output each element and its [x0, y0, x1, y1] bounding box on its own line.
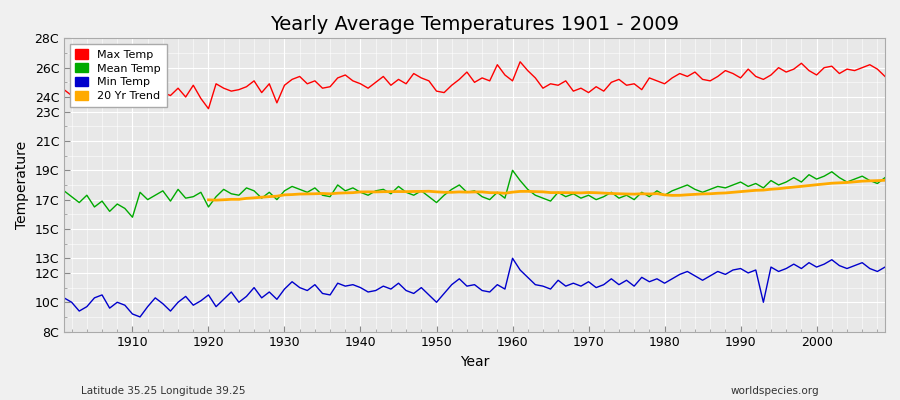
- Min Temp: [507, 256, 517, 261]
- Line: Mean Temp: Mean Temp: [64, 170, 885, 217]
- Max Temp: [879, 74, 890, 79]
- 20 Yr Trend: [211, 198, 221, 202]
- Min Temp: [515, 268, 526, 272]
- Min Temp: [294, 285, 305, 290]
- Min Temp: [340, 284, 351, 288]
- Max Temp: [515, 59, 526, 64]
- Mean Temp: [614, 196, 625, 200]
- Line: Max Temp: Max Temp: [64, 62, 885, 109]
- Mean Temp: [515, 178, 526, 183]
- 20 Yr Trend: [857, 179, 868, 184]
- Mean Temp: [58, 188, 69, 193]
- Legend: Max Temp, Mean Temp, Min Temp, 20 Yr Trend: Max Temp, Mean Temp, Min Temp, 20 Yr Tre…: [69, 44, 166, 107]
- Mean Temp: [340, 188, 351, 193]
- Mean Temp: [507, 168, 517, 173]
- Line: Min Temp: Min Temp: [64, 258, 885, 317]
- Max Temp: [294, 74, 305, 79]
- Min Temp: [879, 265, 890, 270]
- Max Temp: [507, 78, 517, 83]
- Min Temp: [120, 303, 130, 308]
- Min Temp: [58, 296, 69, 300]
- 20 Yr Trend: [682, 192, 693, 197]
- Text: Latitude 35.25 Longitude 39.25: Latitude 35.25 Longitude 39.25: [81, 386, 246, 396]
- Title: Yearly Average Temperatures 1901 - 2009: Yearly Average Temperatures 1901 - 2009: [270, 15, 679, 34]
- Min Temp: [522, 275, 533, 280]
- 20 Yr Trend: [773, 186, 784, 191]
- Mean Temp: [120, 206, 130, 211]
- Mean Temp: [127, 215, 138, 220]
- Min Temp: [614, 282, 625, 287]
- Max Temp: [522, 68, 533, 73]
- Max Temp: [203, 106, 214, 111]
- 20 Yr Trend: [416, 189, 427, 194]
- Mean Temp: [294, 187, 305, 192]
- Mean Temp: [522, 187, 533, 192]
- Max Temp: [58, 87, 69, 92]
- Y-axis label: Temperature: Temperature: [15, 141, 29, 229]
- 20 Yr Trend: [203, 198, 214, 202]
- Max Temp: [120, 105, 130, 110]
- Max Temp: [340, 72, 351, 77]
- 20 Yr Trend: [788, 185, 799, 190]
- Min Temp: [135, 314, 146, 319]
- Mean Temp: [879, 175, 890, 180]
- Text: worldspecies.org: worldspecies.org: [731, 386, 819, 396]
- Line: 20 Yr Trend: 20 Yr Trend: [209, 180, 885, 200]
- 20 Yr Trend: [879, 178, 890, 183]
- 20 Yr Trend: [302, 192, 312, 196]
- Max Temp: [614, 77, 625, 82]
- X-axis label: Year: Year: [460, 355, 490, 369]
